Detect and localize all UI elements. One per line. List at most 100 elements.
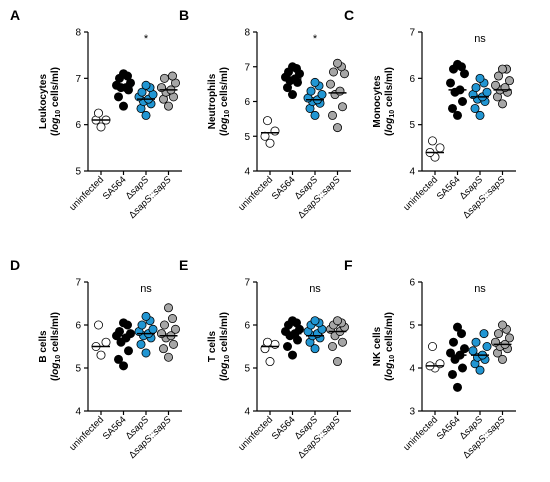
- significance-label: *: [144, 33, 149, 45]
- data-point: [158, 344, 168, 354]
- y-tick-label: 5: [409, 120, 415, 131]
- y-axis-label: Leukocytes: [38, 74, 49, 129]
- panel-letter: D: [10, 257, 20, 273]
- data-point: [265, 138, 275, 148]
- data-point: [328, 67, 338, 77]
- y-tick-label: 5: [244, 364, 250, 375]
- data-point: [482, 341, 492, 351]
- y-tick-label: 6: [409, 74, 415, 85]
- significance-label: ns: [474, 33, 486, 45]
- data-point: [114, 92, 124, 102]
- data-point: [287, 90, 297, 100]
- data-point: [332, 357, 342, 367]
- y-tick-label: 4: [244, 167, 250, 178]
- data-point: [159, 320, 169, 330]
- data-point: [115, 326, 125, 336]
- category-label: SA564: [435, 174, 463, 202]
- data-point: [310, 77, 320, 87]
- y-axis-label: T cells: [207, 331, 218, 363]
- panel-letter: F: [344, 257, 353, 273]
- y-tick-label: 7: [75, 74, 81, 85]
- data-point: [167, 71, 177, 81]
- data-point: [167, 314, 177, 324]
- y-tick-label: 8: [75, 28, 81, 39]
- panel-letter: C: [344, 7, 354, 23]
- data-point: [124, 346, 134, 356]
- y-axis-label: Neutrophils: [207, 73, 218, 129]
- data-point: [310, 316, 320, 326]
- data-point: [471, 337, 481, 347]
- y-tick-label: 6: [244, 321, 250, 332]
- data-point: [490, 80, 500, 90]
- data-point: [475, 73, 485, 83]
- data-point: [497, 354, 507, 364]
- data-point: [335, 86, 345, 96]
- data-point: [141, 348, 151, 358]
- data-point: [332, 316, 342, 326]
- category-label: SA564: [270, 414, 298, 442]
- category-label: SA564: [435, 414, 463, 442]
- y-tick-label: 5: [75, 364, 81, 375]
- y-tick-label: 7: [244, 62, 250, 73]
- data-point: [163, 352, 173, 362]
- significance-label: ns: [140, 283, 152, 295]
- data-point: [310, 110, 320, 120]
- data-point: [452, 322, 462, 332]
- y-tick-label: 3: [409, 407, 415, 418]
- y-tick-label: 4: [409, 167, 415, 178]
- data-point: [482, 87, 492, 97]
- data-point: [270, 126, 280, 136]
- data-point: [168, 339, 178, 349]
- data-point: [327, 110, 337, 120]
- data-point: [427, 341, 437, 351]
- data-point: [435, 143, 445, 153]
- data-point: [475, 110, 485, 120]
- data-point: [479, 329, 489, 339]
- data-point: [497, 64, 507, 74]
- data-point: [325, 79, 335, 89]
- data-point: [452, 110, 462, 120]
- data-point: [445, 78, 455, 88]
- data-point: [96, 122, 106, 132]
- data-point: [470, 103, 480, 113]
- category-label: SA564: [101, 414, 129, 442]
- data-point: [456, 329, 466, 339]
- data-point: [159, 73, 169, 83]
- panel-A: A5678uninfectedSA564ΔsapSΔsapS::sapSLeuk…: [10, 7, 182, 221]
- data-point: [452, 382, 462, 392]
- category-label: SA564: [101, 174, 129, 202]
- data-point: [262, 337, 272, 347]
- data-point: [287, 350, 297, 360]
- y-axis-unit: (log10 cells/ml): [50, 67, 62, 136]
- data-point: [497, 320, 507, 330]
- panel-C: C4567uninfectedSA564ΔsapSΔsapS::sapSMono…: [344, 7, 516, 221]
- y-tick-label: 4: [75, 407, 81, 418]
- y-tick-label: 5: [409, 321, 415, 332]
- data-point: [471, 83, 481, 93]
- y-tick-label: 7: [75, 278, 81, 289]
- data-point: [94, 108, 104, 118]
- y-axis-unit: (log10 cells/ml): [384, 312, 396, 381]
- y-tick-label: 5: [244, 132, 250, 143]
- y-tick-label: 6: [244, 97, 250, 108]
- data-point: [310, 344, 320, 354]
- data-point: [332, 123, 342, 133]
- data-point: [96, 350, 106, 360]
- data-point: [493, 329, 503, 339]
- data-point: [101, 337, 111, 347]
- significance-label: ns: [474, 283, 486, 295]
- data-point: [282, 341, 292, 351]
- y-axis-unit: (log10 cells/ml): [50, 312, 62, 381]
- data-point: [452, 59, 462, 69]
- data-point: [447, 369, 457, 379]
- y-tick-label: 6: [75, 321, 81, 332]
- panel-letter: E: [179, 257, 188, 273]
- data-point: [317, 90, 327, 100]
- data-point: [327, 341, 337, 351]
- data-point: [170, 324, 180, 334]
- y-tick-label: 5: [75, 167, 81, 178]
- y-axis-label: NK cells: [372, 326, 383, 366]
- data-point: [504, 76, 514, 86]
